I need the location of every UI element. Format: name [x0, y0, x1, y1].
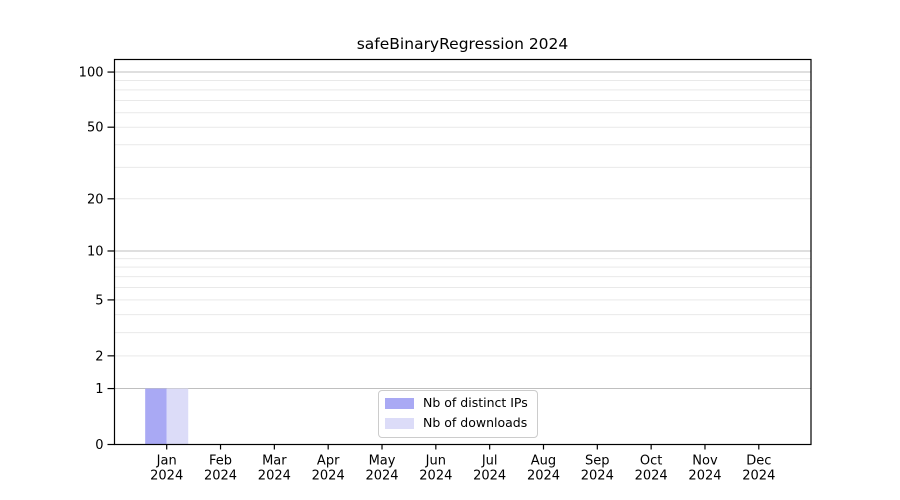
- y-tick-label: 2: [95, 349, 103, 364]
- x-tick-label-month: Mar: [262, 454, 287, 469]
- x-tick-label-year: 2024: [312, 469, 345, 484]
- bar-jan-series1: [166, 388, 189, 445]
- x-tick-label-year: 2024: [688, 469, 721, 484]
- x-tick-label-year: 2024: [150, 469, 183, 484]
- x-tick-label-month: Jul: [481, 454, 498, 469]
- x-tick-label-year: 2024: [742, 469, 775, 484]
- y-tick-label: 5: [95, 293, 103, 308]
- x-tick-label-month: Apr: [317, 454, 340, 469]
- legend-label-distinct-ips: Nb of distinct IPs: [423, 395, 528, 410]
- x-tick-label-month: Jun: [425, 454, 446, 469]
- chart-title: safeBinaryRegression 2024: [356, 35, 569, 53]
- legend-entry-distinct-ips: Nb of distinct IPs: [385, 395, 528, 410]
- x-tick-label-year: 2024: [473, 469, 506, 484]
- x-tick-label-month: Aug: [531, 454, 556, 469]
- x-tick-label-year: 2024: [635, 469, 668, 484]
- x-tick-label-year: 2024: [258, 469, 291, 484]
- y-tick-label: 50: [87, 121, 104, 136]
- legend-label-downloads: Nb of downloads: [423, 415, 528, 431]
- x-tick-label-year: 2024: [365, 469, 398, 484]
- plot-frame: [113, 58, 812, 446]
- legend: Nb of distinct IPs Nb of downloads: [378, 390, 538, 438]
- x-tick-label-month: Jan: [156, 454, 177, 469]
- x-tick-label-month: May: [369, 454, 396, 469]
- x-tick-label-month: Dec: [746, 454, 771, 469]
- y-tick-label: 100: [79, 66, 104, 81]
- legend-swatch-downloads-icon: [385, 418, 414, 430]
- y-tick-label: 1: [95, 382, 103, 397]
- x-tick-label-month: Nov: [692, 454, 718, 469]
- legend-entry-downloads: Nb of downloads: [385, 415, 528, 431]
- x-tick-label-year: 2024: [527, 469, 560, 484]
- x-tick-label-year: 2024: [419, 469, 452, 484]
- bar-jan-series0: [145, 388, 167, 445]
- legend-swatch-distinct-ips-icon: [385, 397, 414, 409]
- y-tick-label: 10: [87, 244, 104, 259]
- x-tick-label-year: 2024: [204, 469, 237, 484]
- y-tick-label: 0: [95, 438, 103, 453]
- x-tick-label-year: 2024: [581, 469, 614, 484]
- x-tick-label-month: Feb: [209, 454, 232, 469]
- x-tick-label-month: Sep: [585, 454, 610, 469]
- y-tick-label: 20: [87, 192, 104, 207]
- x-tick-label-month: Oct: [640, 454, 662, 469]
